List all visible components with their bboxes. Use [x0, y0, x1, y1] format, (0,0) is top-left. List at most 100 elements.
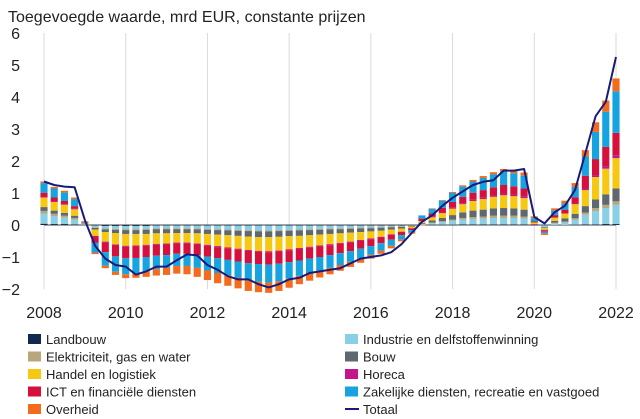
- bar-segment-8-8: [122, 274, 130, 279]
- bar-segment-4-24: [285, 236, 293, 250]
- legend-label: Elektriciteit, gas en water: [46, 350, 191, 365]
- bar-segment-3-44: [489, 208, 498, 216]
- bar-segment-7-54: [591, 131, 600, 160]
- y-tick-label: 0: [11, 218, 20, 235]
- bar-segment-4-0: [40, 197, 48, 208]
- bar-segment-8-52: [571, 183, 579, 187]
- bar-segment-8-27: [316, 270, 324, 278]
- bar-segment-7-23: [275, 263, 283, 282]
- bar-segment-3-14: [183, 229, 191, 233]
- bar-segment-2-35: [397, 226, 406, 227]
- legend-label: Overheid: [46, 402, 99, 417]
- bar-segment-7-55: [602, 111, 610, 147]
- bar-segment-8-23: [275, 281, 283, 291]
- bar-segment-7-42: [469, 181, 477, 193]
- bar-segment-2-44: [489, 215, 498, 218]
- bar-segment-3-8: [122, 230, 130, 234]
- x-tick-label: 2008: [26, 305, 62, 322]
- bar-segment-2-22: [265, 230, 273, 232]
- bar-segment-6-25: [295, 249, 303, 261]
- bar-segment-7-3: [71, 199, 79, 207]
- bar-segment-4-1: [50, 201, 58, 211]
- bar-segment-4-46: [510, 196, 518, 209]
- bar-segment-5-5: [91, 235, 99, 237]
- bar-segment-0-34: [387, 225, 395, 226]
- bar-segment-8-54: [591, 122, 600, 132]
- bar-segment-3-7: [111, 229, 120, 233]
- bar-segment-3-16: [203, 229, 212, 234]
- bar-segment-1-1: [50, 216, 58, 225]
- bar-segment-6-19: [234, 249, 242, 262]
- bar-segment-0-41: [459, 224, 467, 225]
- bar-segment-3-11: [152, 229, 160, 234]
- bar-segment-1-25: [295, 225, 303, 230]
- bar-segment-2-3: [71, 217, 79, 220]
- bar-segment-3-42: [469, 210, 477, 217]
- bar-segment-5-10: [142, 244, 150, 246]
- bar-segment-4-36: [408, 226, 416, 229]
- bar-segment-5-47: [520, 196, 528, 199]
- bar-segment-0-14: [183, 225, 191, 226]
- bar-segment-6-29: [336, 243, 344, 254]
- legend-label: Zakelijke diensten, recreatie en vastgoe…: [363, 385, 599, 400]
- bar-segment-3-51: [561, 218, 569, 222]
- bar-segment-3-4: [81, 223, 89, 225]
- bar-segment-6-6: [101, 242, 109, 253]
- bar-segment-2-19: [234, 229, 242, 231]
- bar-segment-4-3: [71, 209, 79, 216]
- bar-segment-4-56: [612, 158, 620, 189]
- bar-segment-3-18: [224, 230, 232, 236]
- y-tick-label: 5: [11, 58, 20, 75]
- bar-segment-0-20: [244, 225, 252, 226]
- bar-segment-4-13: [173, 233, 181, 243]
- bar-segment-0-16: [203, 225, 212, 226]
- bar-segment-4-54: [591, 177, 600, 200]
- bar-segment-5-46: [510, 194, 518, 197]
- bar-segment-3-21: [254, 231, 263, 238]
- bar-segment-7-25: [295, 260, 303, 276]
- bar-segment-7-11: [152, 255, 160, 270]
- bar-segment-2-46: [510, 215, 518, 218]
- bar-segment-4-20: [244, 236, 252, 250]
- bar-segment-3-38: [428, 220, 436, 223]
- bar-segment-1-3: [71, 219, 79, 225]
- legend-label: ICT en financiële diensten: [46, 385, 196, 400]
- bar-segment-4-35: [397, 228, 406, 232]
- bar-segment-6-49: [540, 230, 549, 232]
- bar-segment-3-39: [438, 217, 446, 222]
- legend: Landbouw Industrie en delfstoffenwinning E…: [28, 332, 599, 417]
- bar-segment-4-53: [581, 190, 589, 207]
- bar-segment-7-34: [387, 239, 395, 246]
- bar-segment-1-39: [438, 222, 446, 225]
- bar-segment-2-23: [275, 230, 283, 232]
- bar-segment-3-27: [316, 229, 324, 235]
- bar-segment-0-32: [367, 225, 375, 226]
- bar-segment-8-5: [91, 252, 99, 255]
- bar-segment-2-20: [244, 230, 252, 232]
- bar-segment-8-39: [438, 200, 446, 201]
- bar-segment-4-39: [438, 213, 446, 218]
- bar-segment-1-5: [91, 225, 99, 228]
- bar-segment-5-42: [469, 199, 477, 201]
- bar-segment-1-12: [162, 225, 171, 229]
- bar-segment-2-12: [162, 228, 171, 230]
- bar-segment-1-54: [591, 210, 600, 225]
- bar-segment-0-15: [193, 225, 201, 226]
- bar-segment-2-51: [561, 221, 569, 223]
- bar-segment-5-40: [448, 207, 457, 209]
- bar-segment-5-17: [214, 246, 222, 248]
- bar-segment-0-3: [71, 224, 79, 225]
- bar-segment-4-50: [551, 217, 559, 221]
- bar-segment-1-11: [152, 225, 160, 229]
- bar-segment-0-13: [173, 225, 181, 226]
- legend-label: Horeca: [363, 367, 406, 382]
- bar-segment-3-30: [346, 228, 355, 233]
- bar-segment-7-33: [377, 243, 385, 251]
- bar-segment-5-11: [152, 243, 160, 245]
- bar-segment-0-18: [224, 225, 232, 226]
- x-tick-label: 2014: [271, 305, 307, 322]
- bar-segment-1-32: [367, 225, 375, 228]
- bar-segment-4-34: [387, 229, 395, 235]
- x-tick-label: 2022: [598, 305, 634, 322]
